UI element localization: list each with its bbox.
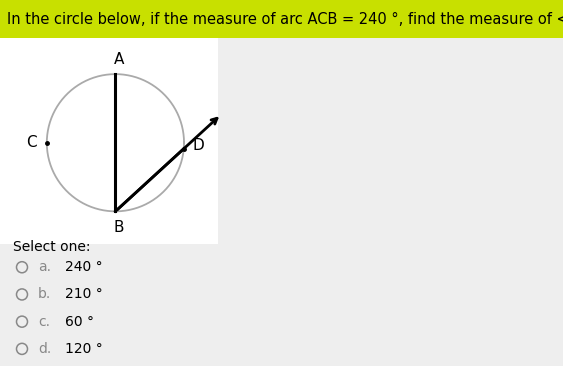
FancyBboxPatch shape bbox=[0, 38, 218, 244]
Text: a.: a. bbox=[38, 260, 51, 274]
Text: 240 °: 240 ° bbox=[65, 260, 102, 274]
Text: In the circle below, if the measure of arc ACB = 240 °, find the measure of <B.: In the circle below, if the measure of a… bbox=[7, 11, 563, 26]
Text: B: B bbox=[114, 220, 124, 235]
Text: 60 °: 60 ° bbox=[65, 315, 94, 329]
Text: 120 °: 120 ° bbox=[65, 342, 103, 356]
Text: Select one:: Select one: bbox=[13, 240, 91, 254]
Text: D: D bbox=[192, 138, 204, 153]
Text: 210 °: 210 ° bbox=[65, 287, 103, 302]
Text: b.: b. bbox=[38, 287, 51, 302]
Text: d.: d. bbox=[38, 342, 51, 356]
Text: A: A bbox=[114, 52, 124, 67]
Text: C: C bbox=[26, 135, 37, 150]
Text: c.: c. bbox=[38, 315, 50, 329]
FancyBboxPatch shape bbox=[0, 0, 563, 38]
